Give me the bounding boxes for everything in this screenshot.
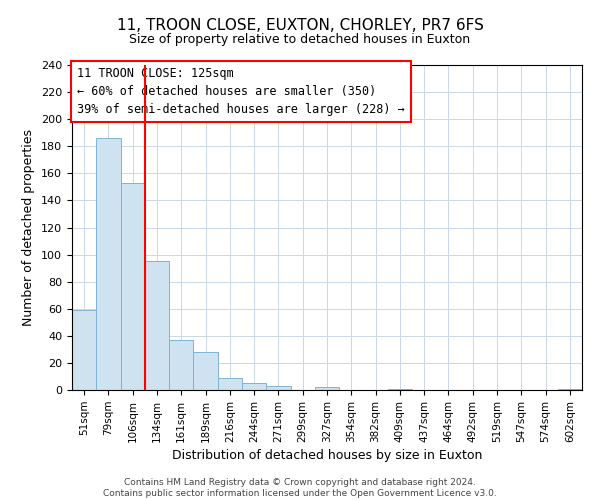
Bar [169, 340, 193, 390]
Bar [96, 138, 121, 390]
Y-axis label: Number of detached properties: Number of detached properties [22, 129, 35, 326]
Bar [388, 388, 412, 390]
Bar [193, 352, 218, 390]
Text: 11 TROON CLOSE: 125sqm
← 60% of detached houses are smaller (350)
39% of semi-de: 11 TROON CLOSE: 125sqm ← 60% of detached… [77, 66, 405, 116]
Bar [242, 383, 266, 390]
Text: Size of property relative to detached houses in Euxton: Size of property relative to detached ho… [130, 32, 470, 46]
Bar [315, 388, 339, 390]
Text: Contains HM Land Registry data © Crown copyright and database right 2024.
Contai: Contains HM Land Registry data © Crown c… [103, 478, 497, 498]
Bar [218, 378, 242, 390]
Text: 11, TROON CLOSE, EUXTON, CHORLEY, PR7 6FS: 11, TROON CLOSE, EUXTON, CHORLEY, PR7 6F… [116, 18, 484, 32]
Bar [145, 262, 169, 390]
Bar [72, 310, 96, 390]
Bar [121, 183, 145, 390]
Bar [558, 388, 582, 390]
Bar [266, 386, 290, 390]
X-axis label: Distribution of detached houses by size in Euxton: Distribution of detached houses by size … [172, 449, 482, 462]
